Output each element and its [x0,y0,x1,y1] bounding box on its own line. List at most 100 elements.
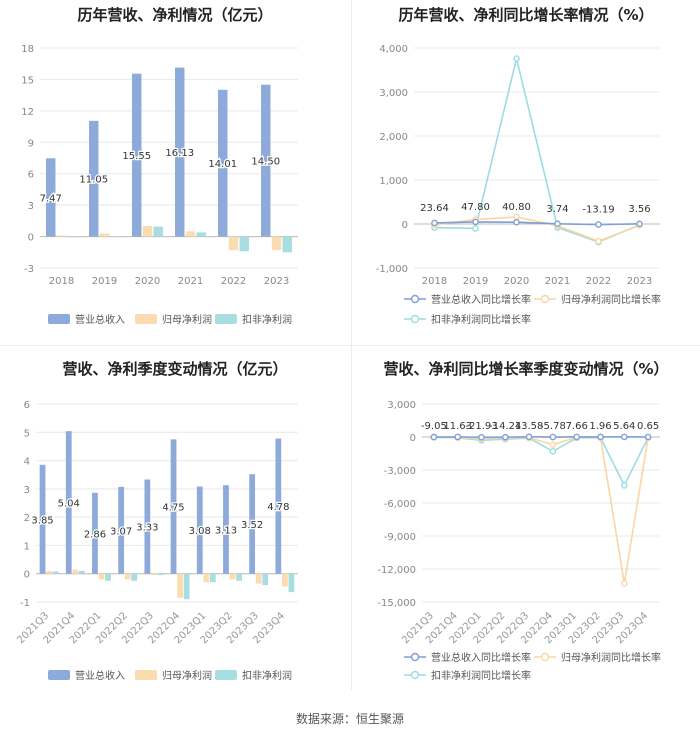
chart-title: 营收、净利季度变动情况（亿元） [62,360,288,378]
legend-swatch-marker [540,652,550,662]
data-label: 3.33 [136,523,158,534]
legend-label: 营业总收入同比增长率 [431,651,531,664]
data-label: 3.85 [31,515,53,526]
y-tick-label: 1 [24,541,30,552]
x-tick-label: 2022 [221,276,246,287]
x-tick-label: 2021 [178,276,203,287]
legend-label: 扣非净利润 [242,669,292,682]
bar-0 [261,84,271,237]
bar-1 [46,570,52,574]
bar-1 [98,573,105,580]
bar-2 [239,236,249,252]
legend-label: 归母净利润 [162,669,212,682]
annual-revenue-chart: -3 0 3 6 9 12 15 18 2018 2019 2020 2021 2022 2023 7.47… [21,44,298,326]
bar-1 [203,573,210,583]
legend-label: 扣非净利润 [242,313,292,326]
legend-swatch-marker [410,670,420,680]
bar-1 [142,226,153,237]
bar-2 [282,236,292,253]
data-label: -13.19 [582,205,614,216]
bar-2 [183,573,190,600]
y-tick-label: 0 [410,433,416,444]
legend-swatch [135,670,157,680]
legend-label: 营业总收入 [75,669,125,682]
bar-2 [196,232,206,237]
bar-0 [39,464,46,574]
x-tick-label: 2023 [627,276,652,287]
y-tick-label: 15 [21,75,34,86]
y-tick-label: 0 [24,570,30,581]
legend-label: 归母净利润 [162,313,212,326]
bar-2 [78,570,85,574]
bar-2 [209,573,216,583]
bar-0 [118,486,125,574]
y-tick-label: -15,000 [377,598,416,609]
legend-swatch [215,314,237,324]
y-tick-label: 3,000 [379,88,408,99]
bar-1 [255,573,262,584]
data-source: 数据来源：恒生聚源 [295,712,404,726]
data-label: 5.04 [58,498,80,509]
data-label: -21.93 [465,421,497,432]
y-tick-label: 5 [24,428,30,439]
legend-swatch [135,314,157,324]
data-point-2 [513,55,520,62]
bar-0 [275,438,282,574]
y-tick-label: 4,000 [379,44,408,55]
y-tick-label: -1 [20,598,30,609]
y-tick-label: 0 [28,233,34,244]
x-tick-label: 2020 [135,276,160,287]
data-label: 3.74 [546,204,568,215]
data-point-0 [597,433,604,441]
y-tick-label: 2,000 [379,132,408,143]
bar-0 [92,492,98,574]
y-tick-label: 0 [402,220,408,231]
data-point-0 [595,221,602,228]
data-point-1 [549,441,557,448]
horizontal-divider [0,345,700,346]
data-point-0 [549,433,557,441]
data-point-0 [478,433,485,441]
data-point-1 [595,237,602,245]
data-label: 3.07 [110,526,132,537]
data-point-0 [513,218,520,226]
legend-label: 归母净利润同比增长率 [561,651,661,664]
legend-label: 营业总收入 [75,313,125,326]
chart-title: 历年营收、净利情况（亿元） [77,6,273,24]
y-tick-label: -3,000 [384,466,416,477]
data-label: -9.05 [421,421,447,432]
legend-swatch-marker [540,294,550,304]
y-tick-label: 4 [24,457,30,468]
data-point-2 [549,448,557,455]
series-line-2 [433,436,649,488]
y-tick-label: 12 [21,107,34,118]
y-tick-label: 1,000 [379,176,408,187]
y-tick-label: -9,000 [384,532,416,543]
y-tick-label: 3,000 [387,400,416,411]
chart-panel-annual-growth: 历年营收、净利同比增长率情况（%） -1,000 0 1,000 2,000 3,000… [352,0,700,345]
bar-1 [72,569,79,574]
y-tick-label: 3 [28,201,34,212]
bar-2 [153,226,163,237]
data-label: 7.47 [40,193,62,204]
data-label: 3.13 [215,525,237,536]
data-label: 15.55 [122,151,151,162]
data-label: 16.13 [165,148,194,159]
data-label: -14.24 [489,421,521,432]
bar-0 [46,158,56,237]
data-point-0 [472,218,479,226]
data-label: 23.64 [420,203,449,214]
data-label: 1.96 [589,421,611,432]
bar-1 [271,236,282,251]
x-tick-label: 2020 [504,276,529,287]
data-point-0 [554,220,561,228]
data-label: 11.05 [79,175,108,186]
x-tick-label: 2019 [92,276,117,287]
data-label: 3.56 [628,204,650,215]
data-point-0 [644,433,652,441]
y-tick-label: 18 [21,44,34,55]
bar-2 [131,573,138,581]
bar-1 [177,573,183,598]
y-tick-label: -12,000 [377,565,416,576]
bar-1 [56,235,67,237]
